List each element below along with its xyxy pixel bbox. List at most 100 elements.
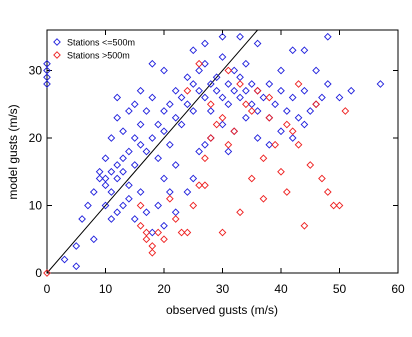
point (377, 81, 383, 87)
point (237, 209, 243, 215)
point (137, 88, 143, 94)
point (225, 81, 231, 87)
point (208, 108, 214, 114)
point (126, 108, 132, 114)
point (184, 74, 190, 80)
x-tick-label: 0 (44, 282, 51, 296)
point (161, 108, 167, 114)
point (161, 236, 167, 242)
point (190, 81, 196, 87)
point (149, 243, 155, 249)
point (120, 155, 126, 161)
point (266, 81, 272, 87)
point (173, 88, 179, 94)
point (132, 101, 138, 107)
point (184, 189, 190, 195)
point (114, 209, 120, 215)
point (196, 148, 202, 154)
point (190, 108, 196, 114)
point (231, 128, 237, 134)
point (114, 162, 120, 168)
point (260, 155, 266, 161)
point (114, 115, 120, 121)
point (173, 216, 179, 222)
x-tick-label: 30 (216, 282, 230, 296)
point (143, 148, 149, 154)
point (208, 135, 214, 141)
point (149, 135, 155, 141)
point (243, 115, 249, 121)
point (266, 115, 272, 121)
point (295, 115, 301, 121)
point (108, 216, 114, 222)
point (208, 135, 214, 141)
point (120, 169, 126, 175)
point (149, 61, 155, 67)
point (278, 128, 284, 134)
point (190, 47, 196, 53)
point (290, 94, 296, 100)
point (284, 121, 290, 127)
point (143, 236, 149, 242)
point (313, 101, 319, 107)
point (173, 115, 179, 121)
point (143, 108, 149, 114)
point (254, 88, 260, 94)
point (219, 54, 225, 60)
point (342, 108, 348, 114)
point (237, 81, 243, 87)
y-tick-label: 10 (29, 199, 43, 213)
point (219, 94, 225, 100)
point (132, 162, 138, 168)
point (202, 155, 208, 161)
point (108, 189, 114, 195)
x-tick-label: 20 (157, 282, 171, 296)
point (149, 250, 155, 256)
point (132, 216, 138, 222)
point (278, 67, 284, 73)
point (295, 81, 301, 87)
point (114, 175, 120, 181)
point (278, 169, 284, 175)
point (91, 236, 97, 242)
point (173, 209, 179, 215)
point (325, 34, 331, 40)
point (260, 196, 266, 202)
point (284, 108, 290, 114)
point (231, 128, 237, 134)
point (307, 108, 313, 114)
point (85, 202, 91, 208)
point (313, 101, 319, 107)
point (196, 88, 202, 94)
point (190, 175, 196, 181)
point (319, 94, 325, 100)
point (219, 229, 225, 235)
point (325, 81, 331, 87)
point (208, 101, 214, 107)
point (202, 40, 208, 46)
point (254, 40, 260, 46)
point (96, 169, 102, 175)
point (143, 209, 149, 215)
point (225, 142, 231, 148)
point (301, 223, 307, 229)
point (237, 94, 243, 100)
point (167, 101, 173, 107)
point (301, 88, 307, 94)
point (167, 189, 173, 195)
point (120, 202, 126, 208)
y-tick-label: 0 (35, 266, 42, 280)
point (301, 121, 307, 127)
point (120, 128, 126, 134)
point (184, 88, 190, 94)
x-tick-label: 40 (274, 282, 288, 296)
point (108, 169, 114, 175)
point (249, 81, 255, 87)
point (114, 94, 120, 100)
point (243, 88, 249, 94)
point (313, 67, 319, 73)
legend-marker (54, 52, 60, 58)
point (178, 94, 184, 100)
point (102, 155, 108, 161)
